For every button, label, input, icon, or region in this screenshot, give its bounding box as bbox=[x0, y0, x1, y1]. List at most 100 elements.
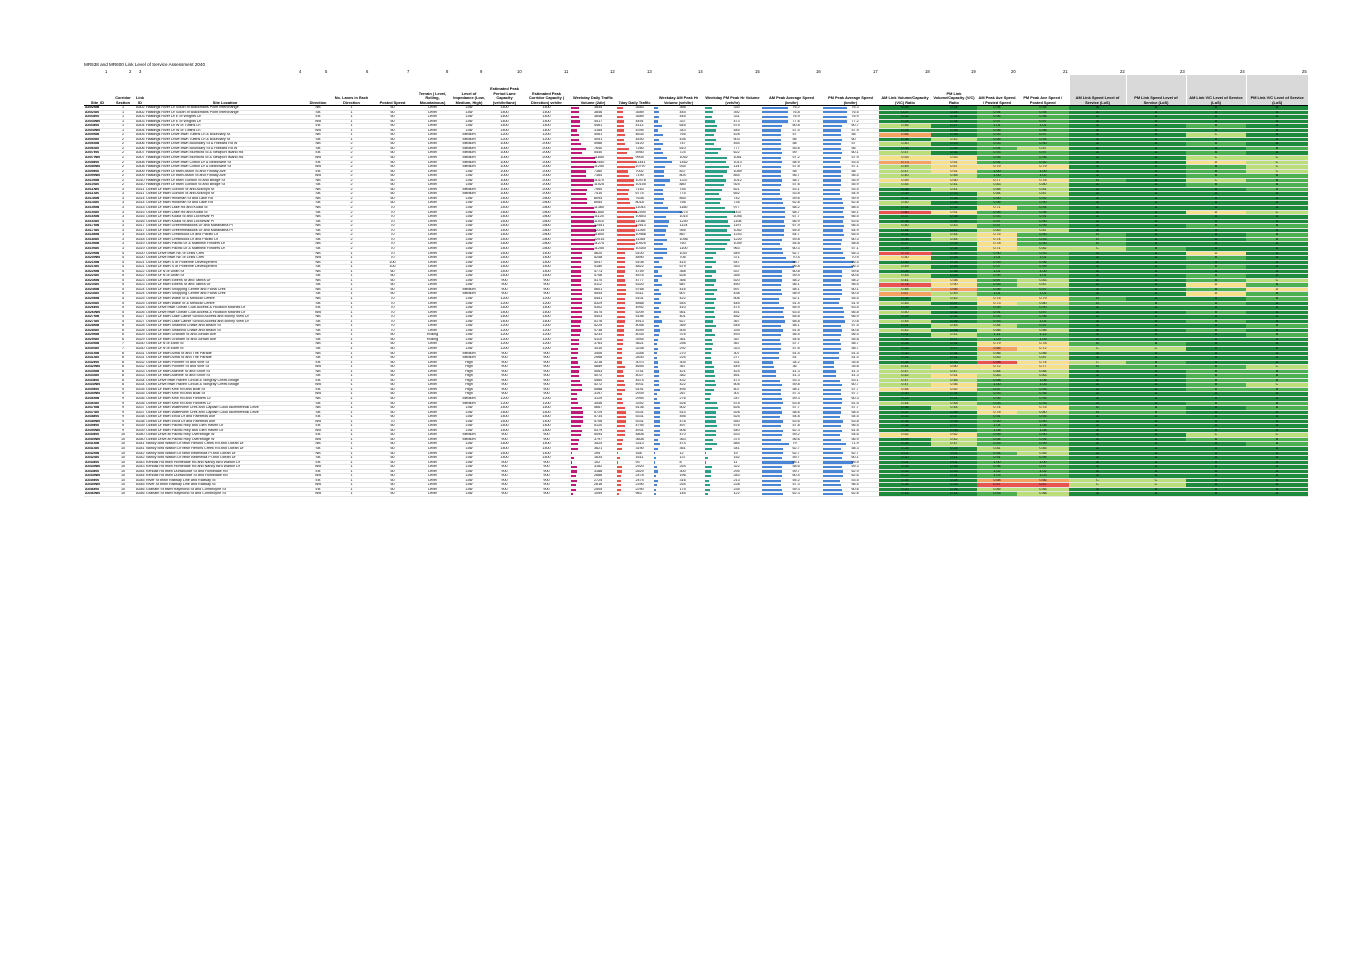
table-cell: 1200 bbox=[486, 328, 523, 334]
table-cell: A bbox=[1186, 232, 1246, 238]
table-cell: C bbox=[1069, 246, 1126, 252]
table-cell: 597 bbox=[704, 287, 761, 293]
table-cell: A bbox=[1126, 310, 1186, 316]
table-cell: 0.54 bbox=[879, 387, 931, 393]
table-cell: 575 bbox=[704, 401, 761, 407]
data-bar bbox=[705, 143, 715, 146]
table-cell: Level bbox=[413, 314, 452, 320]
table-cell: A523 bbox=[135, 278, 145, 284]
table-cell: 0.97 bbox=[1017, 287, 1069, 293]
table-cell: 0.93 bbox=[977, 214, 1017, 220]
table-cell: 0.34 bbox=[931, 246, 977, 252]
table-cell: 2800 bbox=[523, 223, 570, 229]
data-bar bbox=[705, 206, 726, 209]
table-cell: Ocean Dr btwn Adeline St and Short St bbox=[145, 373, 305, 379]
table-cell: A535EB bbox=[84, 387, 111, 393]
table-cell: A bbox=[1186, 237, 1246, 243]
table-cell: 0.14 bbox=[931, 491, 977, 497]
table-cell: 0.30 bbox=[879, 337, 931, 343]
table-cell: 454 bbox=[704, 141, 761, 147]
table-cell: A510NB bbox=[84, 178, 111, 184]
data-bar bbox=[762, 270, 783, 273]
data-bar bbox=[654, 434, 660, 437]
table-cell: A bbox=[1246, 396, 1308, 402]
data-bar bbox=[654, 443, 660, 446]
table-row: A535WB 9 A535 Ocean Dr btwn Kew Rd and Boat… bbox=[84, 391, 1308, 397]
table-cell: 3406 bbox=[570, 351, 616, 357]
table-cell: 1 bbox=[111, 119, 135, 125]
table-cell: A bbox=[1069, 110, 1126, 116]
table-cell: 2 bbox=[331, 196, 372, 202]
table-cell: NB bbox=[305, 341, 331, 347]
data-bar bbox=[762, 229, 784, 232]
column-number: 2 bbox=[129, 69, 132, 74]
table-cell: A bbox=[1246, 128, 1308, 134]
table-cell: Low bbox=[452, 260, 486, 266]
cell-value: 11 bbox=[733, 460, 738, 464]
table-cell: 0.49 bbox=[879, 164, 931, 170]
table-cell: 900 bbox=[486, 278, 523, 284]
data-bar bbox=[617, 183, 634, 187]
table-cell: 1 bbox=[331, 255, 372, 261]
table-cell: 8 bbox=[111, 382, 135, 388]
cell-value: 4110 bbox=[594, 337, 602, 341]
table-cell: A bbox=[1246, 264, 1308, 270]
data-bar bbox=[762, 352, 780, 355]
table-cell: 1 bbox=[331, 287, 372, 293]
table-cell: A bbox=[1126, 291, 1186, 297]
data-bar bbox=[654, 424, 661, 428]
table-cell: 5258 bbox=[570, 255, 616, 261]
table-cell: 0.39 bbox=[879, 246, 931, 252]
table-cell: 58.7 bbox=[761, 178, 822, 184]
cell-value: 76.2 bbox=[792, 105, 800, 109]
table-cell: 1.01 bbox=[977, 269, 1017, 275]
table-cell: Low bbox=[452, 282, 486, 288]
table-cell: 60 bbox=[372, 391, 413, 397]
table-cell: Low bbox=[452, 255, 486, 261]
table-cell: A520NB bbox=[84, 251, 111, 257]
cell-value: 304 bbox=[679, 360, 686, 364]
table-cell: 0.74 bbox=[977, 405, 1017, 411]
table-cell: 0.93 bbox=[977, 150, 1017, 156]
table-row: A508WB 2 A508 Hastings River Drive btwn Cli… bbox=[84, 164, 1308, 170]
table-cell: Low bbox=[452, 405, 486, 411]
table-cell: 3546 bbox=[570, 401, 616, 407]
table-cell: B bbox=[1246, 223, 1308, 229]
table-cell: A523SB bbox=[84, 282, 111, 288]
table-cell: 0.40 bbox=[879, 200, 931, 206]
data-bar bbox=[571, 161, 597, 164]
cell-value: 335 bbox=[733, 328, 740, 332]
column-number: 18 bbox=[925, 69, 930, 74]
cell-value: 1197 bbox=[733, 223, 742, 228]
table-row: A533SB 8 A533 Ocean Dr btwn Adeline St and … bbox=[84, 373, 1308, 379]
data-bar bbox=[617, 238, 636, 241]
table-cell: A508 bbox=[135, 164, 145, 170]
table-cell: Level bbox=[413, 110, 452, 116]
table-cell: D bbox=[1186, 251, 1246, 257]
cell-value: 54.5 bbox=[851, 414, 859, 419]
table-cell: 5311 bbox=[616, 291, 653, 297]
table-cell: A528 bbox=[135, 328, 145, 334]
cell-value: 955 bbox=[679, 228, 686, 232]
table-cell: A bbox=[1246, 355, 1308, 361]
column-header: Site_ID bbox=[84, 75, 111, 106]
cell-value: 59.3 bbox=[792, 487, 800, 491]
table-cell: 0.92 bbox=[1017, 160, 1069, 166]
data-bar bbox=[654, 393, 658, 396]
cell-value: 98.7 bbox=[792, 260, 800, 264]
table-cell: Level bbox=[413, 360, 452, 366]
table-cell: 4110 bbox=[570, 337, 616, 343]
table-cell: A bbox=[1069, 223, 1126, 229]
table-cell: 1 bbox=[111, 123, 135, 129]
table-cell: 6 bbox=[111, 328, 135, 334]
cell-value: 4868 bbox=[635, 301, 644, 305]
table-cell: Level bbox=[413, 128, 452, 134]
table-cell: Low bbox=[452, 337, 486, 343]
data-bar bbox=[762, 193, 781, 196]
table-cell: A527 bbox=[135, 319, 145, 325]
table-cell: 514 bbox=[653, 410, 704, 416]
table-cell: 65.5 bbox=[822, 232, 879, 238]
table-cell: 0.93 bbox=[977, 141, 1017, 147]
table-cell: 4394 bbox=[616, 128, 653, 134]
table-cell: 51.9 bbox=[822, 301, 879, 307]
